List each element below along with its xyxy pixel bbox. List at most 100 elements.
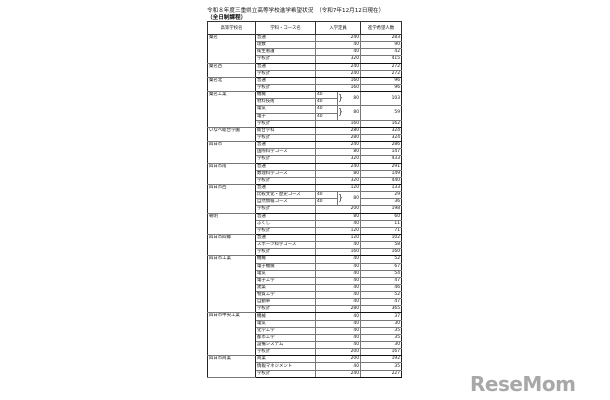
document-title: 令和８年度三重県立高等学校進学希望状況 （令和7年12月12日現在） [207,8,385,14]
capacity-cell: 280 [314,133,362,143]
course-name: 普通 [255,76,316,85]
hope-cell: 440 [360,176,403,185]
table-row: 四日市商業 商業 200 192 [207,355,403,378]
course-name: 都市工学 [255,333,316,343]
hope-cell: 52 [360,291,403,300]
capacity-cell: 160 [314,248,362,257]
hope-cell: 227 [360,369,403,378]
course-name: 学校計 [255,348,316,357]
capacity-cell: 40 [314,362,362,371]
school-name: 四日市 [207,141,256,164]
capacity-cell: 240 [314,69,362,78]
school-name: いなべ総合学園 [207,126,256,143]
course-name: 普通 [255,162,316,171]
hope-cell: 272 [360,69,403,78]
hope-cell: 365 [360,305,403,314]
capacity-cell: 200 [314,348,362,357]
school-name: 桑名 [207,34,256,64]
table-row: いなべ総合学園 総合学科 280 324 [207,126,403,143]
sub-capacity-cell: 40 [315,105,338,114]
course-name: 学校計 [255,369,316,378]
capacity-cell: 320 [314,155,362,164]
header-course: 学科・コース名 [255,21,316,35]
school-name: 四日市西 [207,183,256,214]
brace-icon: } [338,107,344,117]
course-name: 学校計 [255,83,316,93]
capacity-cell: 40 [314,326,362,335]
course-name: 普通 [255,141,316,150]
hope-cell: 35 [360,326,403,335]
course-name: 情報マネジメント [255,362,316,371]
table-row: 電気 40} 80 59 [208,105,403,121]
course-name: 設備システム [255,341,316,350]
brace-icon: } [338,93,344,103]
header-school: 高等学校名 [207,21,256,35]
hope-cell: 35 [360,333,403,343]
hope-cell: 167 [360,348,403,357]
hope-cell: 90 [360,41,403,50]
course-name: 学校計 [255,119,316,128]
course-name: 学校計 [255,176,316,185]
sub-capacity-cell: 40 [315,191,338,200]
group-capacity-value: 80 [353,195,360,201]
course-name: 学校計 [255,133,316,143]
hope-cell: 162 [360,119,403,128]
hope-cell: 30 [360,341,403,350]
hope-cell: 46 [360,283,403,293]
hope-cell: 54 [360,269,403,278]
course-name: 商業 [255,355,316,364]
capacity-cell: 40 [314,312,362,321]
course-name: 材料技術 [255,98,316,107]
capacity-cell: 240 [314,62,362,71]
capacity-cell: 240 [314,141,362,150]
hope-cell: 192 [360,355,403,364]
capacity-cell: 40 [314,291,362,300]
hope-cell: 37 [360,312,403,321]
capacity-cell: 40 [314,48,362,57]
capacity-cell: 40 [314,283,362,293]
course-name: 電子 [255,112,316,121]
hope-cell: 47 [360,298,403,307]
school-name: 四日市南 [207,162,256,185]
course-name: 学校計 [255,226,316,235]
hope-cell: 272 [360,62,403,71]
capacity-cell: 40 [314,341,362,350]
course-name: 機械 [255,312,316,321]
capacity-cell: 40 [314,255,362,264]
capacity-cell: 40 [314,298,362,307]
hope-cell: 36 [360,198,403,207]
school-name: 四日市中央工業 [207,312,256,357]
capacity-cell: 240 [314,33,362,43]
capacity-cell: 40 [314,319,362,328]
capacity-cell: 120 [314,183,362,193]
course-name: 学校計 [255,305,316,314]
course-name: 普通 [255,212,316,221]
table-row: 桑名 普通 240 283 [207,33,403,64]
course-name: 普通 [255,33,316,43]
hope-cell: 35 [360,362,403,371]
course-name: 普通 [255,233,316,243]
table-row: 四日市四郷 普通 120 102 [207,233,403,257]
hope-cell: 133 [360,183,403,193]
table-header-row: 高等学校名 学科・コース名 入学定員 進学希望人数 [207,21,403,35]
document-subtitle: （全日制課程） [207,15,247,21]
table-row: 四日市工業 機械 40 52 [207,255,403,314]
capacity-cell: 80 [314,148,362,157]
hope-cell: 160 [360,248,403,257]
course-name: 自動車 [255,298,316,307]
capacity-cell: 160 [314,83,362,93]
course-name: 学校計 [255,248,316,257]
course-name: 自然情報コース [255,198,316,207]
sub-capacity-cell: 40 [315,112,338,121]
table-row: 桑名工業 機械 40} 80 103 [207,91,403,128]
capacity-cell: 240 [314,162,362,171]
capacity-cell: 280 [314,126,362,135]
hope-cell: 198 [360,205,403,214]
course-name: 電子工学 [255,276,316,285]
hope-cell: 47 [360,276,403,285]
course-name: 衛生看護 [255,48,316,57]
hope-cell: 102 [360,233,403,243]
hope-cell: 149 [360,169,403,178]
course-name: 化学工学 [255,326,316,335]
course-name: 電気 [255,319,316,328]
